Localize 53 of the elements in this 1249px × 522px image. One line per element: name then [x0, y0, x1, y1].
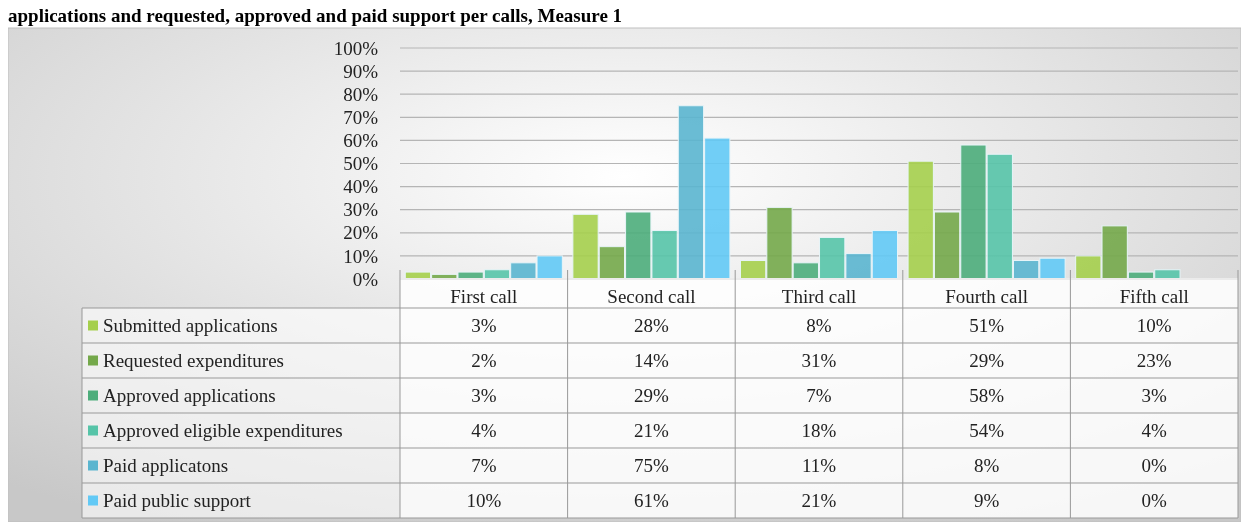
data-label: 21%	[633, 420, 669, 442]
x-tick-label: Second call	[607, 285, 696, 307]
y-tick-label: 50%	[343, 153, 379, 175]
y-tick-label: 40%	[343, 176, 379, 198]
data-label: 29%	[969, 350, 1005, 372]
legend-label: Approved applications	[103, 385, 276, 407]
data-label: 75%	[633, 455, 669, 477]
y-tick-label: 80%	[343, 83, 379, 105]
data-label: 29%	[633, 385, 669, 407]
data-label: 3%	[471, 315, 497, 337]
y-tick-label: 90%	[343, 60, 379, 82]
x-tick-label: Third call	[781, 285, 857, 307]
data-label: 11%	[801, 455, 837, 477]
data-label: 7%	[806, 385, 832, 407]
chart-title: applications and requested, approved and paid support per calls, Measure 1	[8, 5, 623, 26]
legend-label: Submitted applications	[103, 315, 278, 337]
data-label: 3%	[471, 385, 497, 407]
data-label: 21%	[801, 490, 837, 512]
y-tick-label: 0%	[352, 268, 379, 290]
data-label: 54%	[969, 420, 1005, 442]
data-label: 18%	[801, 420, 837, 442]
x-tick-label: Fourth call	[945, 285, 1029, 307]
data-label: 31%	[801, 350, 837, 372]
data-label: 14%	[633, 350, 669, 372]
data-label: 4%	[471, 420, 497, 442]
data-label: 10%	[1136, 315, 1172, 337]
y-tick-label: 60%	[343, 130, 379, 152]
legend-label: Requested expenditures	[103, 350, 284, 372]
data-label: 2%	[471, 350, 497, 372]
data-label: 7%	[471, 455, 497, 477]
data-label: 4%	[1141, 420, 1168, 442]
y-tick-label: 100%	[333, 37, 379, 59]
y-tick-label: 20%	[343, 222, 379, 244]
data-label: 61%	[633, 490, 669, 512]
data-label: 8%	[973, 455, 1000, 477]
data-label: 28%	[633, 315, 669, 337]
legend-label: Paid applicatons	[103, 455, 229, 477]
data-label: 0%	[1141, 490, 1168, 512]
y-tick-label: 10%	[343, 245, 379, 267]
data-label: 23%	[1136, 350, 1172, 372]
y-tick-label: 30%	[343, 199, 379, 221]
data-label: 58%	[969, 385, 1005, 407]
data-label: 51%	[969, 315, 1005, 337]
data-label: 3%	[1141, 385, 1168, 407]
x-tick-label: First call	[450, 285, 518, 307]
data-label: 10%	[466, 490, 502, 512]
data-label: 9%	[973, 490, 1000, 512]
data-label: 8%	[806, 315, 832, 337]
y-tick-label: 70%	[343, 106, 379, 128]
legend-label: Paid public support	[103, 490, 252, 512]
x-tick-label: Fifth call	[1119, 285, 1189, 307]
legend-label: Approved eligible expenditures	[103, 420, 343, 442]
data-label: 0%	[1141, 455, 1168, 477]
